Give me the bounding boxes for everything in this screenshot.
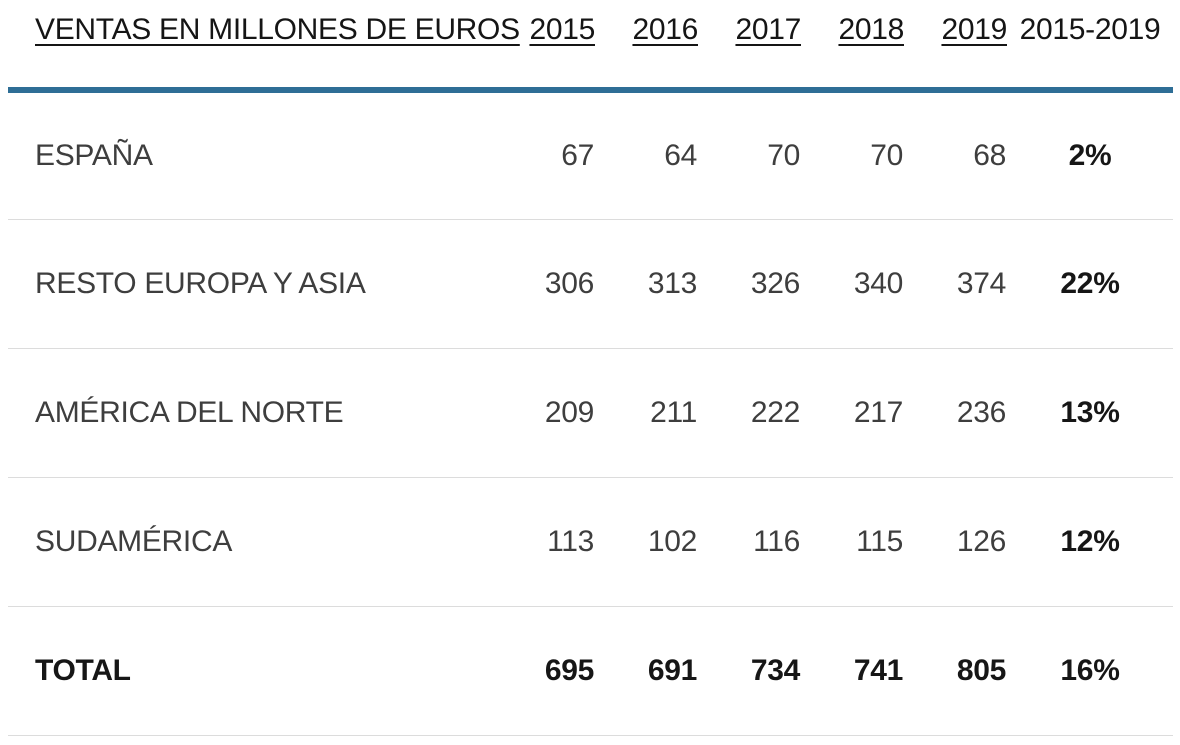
year-value: 222 [698, 348, 801, 478]
table-row: ESPAÑA 67 64 70 70 68 2% [8, 90, 1173, 220]
year-value: 217 [801, 348, 904, 478]
year-value: 695 [492, 606, 595, 736]
change-value: 12% [1007, 477, 1173, 607]
table-row: AMÉRICA DEL NORTE 209 211 222 217 236 13% [8, 348, 1173, 478]
year-value: 211 [595, 348, 698, 478]
change-value: 16% [1007, 606, 1173, 736]
change-value: 13% [1007, 348, 1173, 478]
year-value: 64 [595, 90, 698, 220]
year-value: 67 [492, 90, 595, 220]
col-header-2019: 2019 [904, 0, 1007, 93]
row-label: TOTAL [8, 606, 492, 736]
year-value: 805 [904, 606, 1007, 736]
year-value: 306 [492, 219, 595, 349]
year-value: 691 [595, 606, 698, 736]
col-header-2016: 2016 [595, 0, 698, 93]
year-value: 313 [595, 219, 698, 349]
year-value: 236 [904, 348, 1007, 478]
table-row: RESTO EUROPA Y ASIA 306 313 326 340 374 22% [8, 219, 1173, 349]
col-header-2017: 2017 [698, 0, 801, 93]
change-value: 22% [1007, 219, 1173, 349]
sales-table: VENTAS EN MILLONES DE EUROS 2015 2016 20… [8, 0, 1173, 736]
table-title: VENTAS EN MILLONES DE EUROS [8, 0, 520, 93]
row-label: RESTO EUROPA Y ASIA [8, 219, 492, 349]
year-value: 70 [698, 90, 801, 220]
change-value: 2% [1007, 90, 1173, 220]
year-value: 113 [492, 477, 595, 607]
col-header-2015: 2015 [492, 0, 595, 93]
year-value: 68 [904, 90, 1007, 220]
table-row: SUDAMÉRICA 113 102 116 115 126 12% [8, 477, 1173, 607]
year-value: 209 [492, 348, 595, 478]
year-value: 115 [801, 477, 904, 607]
col-header-2018: 2018 [801, 0, 904, 93]
total-row: TOTAL 695 691 734 741 805 16% [8, 606, 1173, 736]
year-value: 116 [698, 477, 801, 607]
col-header-range: 2015-2019 [1007, 0, 1173, 93]
year-value: 741 [801, 606, 904, 736]
year-value: 340 [801, 219, 904, 349]
year-value: 734 [698, 606, 801, 736]
row-label: ESPAÑA [8, 90, 492, 220]
row-label: AMÉRICA DEL NORTE [8, 348, 492, 478]
year-value: 374 [904, 219, 1007, 349]
row-label: SUDAMÉRICA [8, 477, 492, 607]
year-value: 326 [698, 219, 801, 349]
header-row: VENTAS EN MILLONES DE EUROS 2015 2016 20… [8, 0, 1173, 93]
year-value: 70 [801, 90, 904, 220]
year-value: 126 [904, 477, 1007, 607]
year-value: 102 [595, 477, 698, 607]
